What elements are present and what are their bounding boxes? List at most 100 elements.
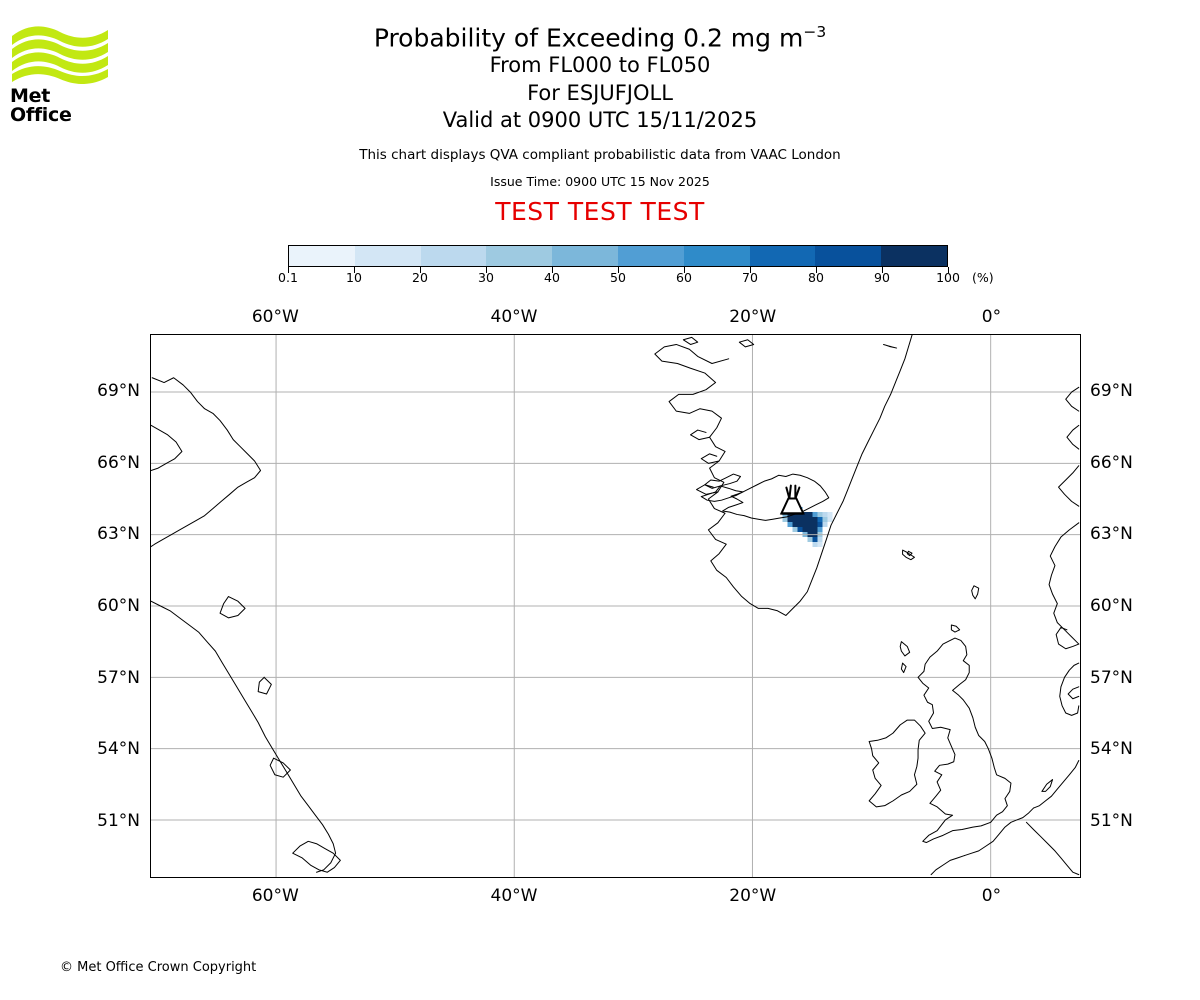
ash-cell: [817, 512, 823, 518]
coastline-path: [900, 662, 907, 674]
lat-tick-label-right: 60°N: [1090, 596, 1133, 616]
coastline-path: [151, 600, 337, 873]
lat-tick-label-left: 63°N: [97, 524, 140, 545]
met-office-waves-icon: [12, 26, 108, 84]
page-title: Probability of Exceeding 0.2 mg m−3: [0, 23, 1200, 52]
colorbar-tick: [816, 267, 817, 273]
colorbar-tick-label: 20: [412, 270, 428, 285]
colorbar-tick-labels: 0.1 10 20 30 40 50 60 70 80 90 100: [278, 270, 960, 288]
coastline-path: [917, 637, 1012, 844]
volcano-eruption-line: [794, 486, 801, 500]
lat-tick-label-right: 51°N: [1090, 810, 1133, 831]
volcano-marker-icon: [779, 484, 805, 515]
coastline-path: [930, 855, 965, 876]
colorbar-swatch-6: [683, 246, 750, 266]
coastline-path: [269, 757, 291, 778]
ash-cell: [807, 512, 813, 518]
colorbar-swatch-8: [815, 246, 882, 266]
coastline-path: [1059, 662, 1080, 716]
ash-cell: [787, 517, 793, 523]
ash-cell: [812, 517, 818, 523]
coastline-path: [868, 719, 926, 808]
coastline-path: [704, 473, 742, 489]
ash-cell: [797, 517, 803, 523]
met-office-wordmark: Met Office: [10, 85, 72, 126]
lat-tick-label-right: 63°N: [1090, 524, 1133, 545]
colorbar-tick: [420, 267, 421, 273]
lat-tick-label-left: 66°N: [97, 452, 140, 473]
coastline-path: [906, 550, 913, 557]
ash-cell: [822, 522, 828, 528]
ash-cell: [797, 512, 803, 518]
ash-cell: [812, 522, 818, 528]
coastline-path: [738, 339, 755, 348]
lon-tick-label-bottom: 0°: [981, 886, 1002, 906]
colorbar-tick-label: 30: [478, 270, 494, 285]
colorbar-tick: [486, 267, 487, 273]
ash-cell: [817, 537, 823, 543]
coastline-path: [682, 336, 699, 345]
valid-time-subtitle: Valid at 0900 UTC 15/11/2025: [442, 107, 758, 132]
lon-tick-label-bottom: 40°W: [490, 886, 538, 906]
coastline-path: [950, 624, 961, 633]
flight-level-subtitle: From FL000 to FL050: [489, 53, 711, 78]
ash-cell: [797, 527, 803, 533]
qva-compliance-note: This chart displays QVA compliant probab…: [359, 147, 841, 164]
map-panel[interactable]: [150, 334, 1081, 878]
coastline-path: [1066, 424, 1080, 450]
coastline-path: [654, 335, 913, 616]
colorbar-tick: [684, 267, 685, 273]
lon-tick-label-bottom: 20°W: [729, 886, 777, 906]
coastline-path: [690, 429, 711, 441]
lat-tick-label-right: 54°N: [1090, 739, 1133, 760]
ash-cell: [792, 522, 798, 528]
ash-cell: [812, 542, 818, 548]
ash-cell: [787, 522, 793, 528]
colorbar-tick: [882, 267, 883, 273]
ash-cell: [802, 517, 808, 523]
coastline-path: [1041, 779, 1054, 792]
colorbar-tick-label: 10: [346, 270, 362, 285]
coastline-path: [151, 424, 183, 471]
lat-tick-label-left: 57°N: [97, 667, 140, 688]
lon-tick-label-top: 60°W: [251, 307, 299, 327]
volcano-subtitle: For ESJUFJOLL: [527, 80, 673, 105]
ash-cell: [802, 527, 808, 533]
lat-tick-label-left: 60°N: [97, 596, 140, 616]
volcano-cone: [779, 497, 805, 515]
colorbar-swatch-7: [749, 246, 816, 266]
ash-cell: [827, 517, 833, 523]
ash-cell: [817, 522, 823, 528]
colorbar-tick-label: 40: [544, 270, 560, 285]
colorbar-swatch-3: [486, 246, 553, 266]
colorbar-swatch-5: [617, 246, 684, 266]
colorbar-swatch-2: [420, 246, 487, 266]
coastline-path: [963, 807, 1034, 857]
coastline-path: [1067, 686, 1080, 700]
coastline-path: [292, 840, 341, 873]
ash-cell: [802, 512, 808, 518]
test-banner: TEST TEST TEST: [495, 197, 705, 227]
lon-tick-label-top: 20°W: [729, 307, 777, 327]
colorbar-tick: [750, 267, 751, 273]
ash-cell: [797, 522, 803, 528]
title-block: Probability of Exceeding 0.2 mg m−3 From…: [0, 0, 1200, 226]
ash-cell: [812, 527, 818, 533]
ash-cell: [792, 527, 798, 533]
ash-cell: [817, 517, 823, 523]
coastline-path: [883, 343, 898, 349]
ash-cell: [827, 512, 833, 518]
lon-tick-label-top: 0°: [981, 307, 1002, 327]
met-office-logo: Met Office: [10, 22, 114, 125]
coastline-path: [700, 453, 720, 464]
colorbar-tick-label: 0.1: [278, 270, 298, 285]
coastlines: [151, 335, 1080, 876]
lat-tick-label-right: 57°N: [1090, 667, 1133, 688]
ash-cell: [792, 517, 798, 523]
colorbar-swatch-1: [354, 246, 421, 266]
colorbar-tick-label: 70: [742, 270, 758, 285]
lat-tick-label-right: 69°N: [1090, 381, 1133, 402]
ash-cell: [807, 537, 813, 543]
colorbar-tick-label: 50: [610, 270, 626, 285]
ash-cell: [782, 512, 788, 518]
